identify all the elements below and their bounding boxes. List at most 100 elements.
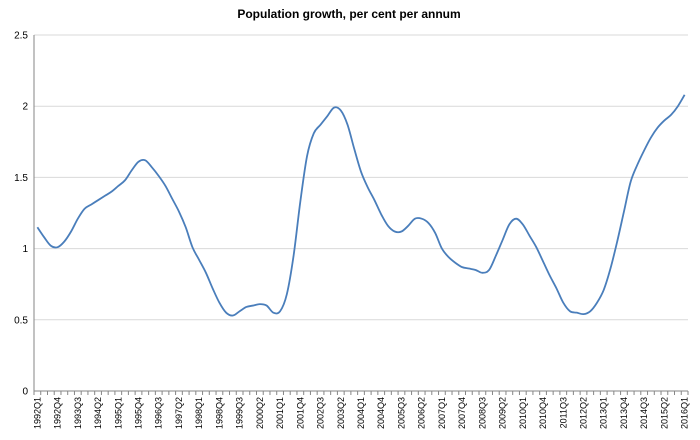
- x-tick-label: 1992Q1: [32, 397, 42, 429]
- x-tick-label: 1998Q1: [194, 397, 204, 429]
- data-point: [185, 226, 187, 228]
- gridlines: [34, 34, 688, 321]
- data-point: [522, 223, 524, 225]
- y-tick-label: 0: [22, 387, 28, 398]
- data-point: [468, 268, 470, 270]
- data-point: [171, 198, 173, 200]
- x-tick-label: 2013Q1: [599, 397, 609, 429]
- data-point: [475, 269, 477, 271]
- x-tick-label: 2013Q4: [619, 397, 629, 429]
- data-point: [205, 272, 207, 274]
- x-tick-label: 1993Q3: [73, 397, 83, 429]
- x-tick-label: 2005Q3: [396, 397, 406, 429]
- x-tick-label: 2011Q3: [558, 397, 568, 428]
- chart-title: Population growth, per cent per annum: [237, 7, 460, 21]
- data-point: [670, 114, 672, 116]
- data-point: [212, 287, 214, 289]
- data-point: [549, 275, 551, 277]
- data-point: [178, 211, 180, 213]
- data-point: [333, 107, 335, 109]
- data-point: [616, 240, 618, 242]
- data-point: [636, 164, 638, 166]
- x-tick-label: 2004Q4: [376, 397, 386, 429]
- data-point: [630, 181, 632, 183]
- data-point: [158, 175, 160, 177]
- data-point: [414, 218, 416, 220]
- data-point: [245, 306, 247, 308]
- x-tick-label: 1994Q2: [93, 397, 103, 429]
- x-tick-label: 2015Q2: [659, 397, 669, 429]
- x-tick-label: 2003Q2: [336, 397, 346, 429]
- y-tick-label: 1: [22, 244, 28, 255]
- y-tick-label: 1.5: [14, 173, 28, 184]
- x-tick-label: 1998Q4: [214, 397, 224, 429]
- data-point: [380, 213, 382, 215]
- data-point: [218, 302, 220, 304]
- data-point: [77, 218, 79, 220]
- data-point: [454, 262, 456, 264]
- data-point: [609, 268, 611, 270]
- data-point: [488, 269, 490, 271]
- y-tick-labels: 0 0.5 1 1.5 2 2.5: [14, 31, 28, 398]
- data-point: [326, 115, 328, 117]
- data-point: [582, 313, 584, 315]
- y-tick-label: 0.5: [14, 315, 28, 326]
- data-point: [124, 179, 126, 181]
- data-point: [535, 246, 537, 248]
- data-point: [576, 312, 578, 314]
- data-point: [421, 218, 423, 220]
- data-point: [448, 256, 450, 258]
- data-point: [596, 302, 598, 304]
- data-point: [434, 232, 436, 234]
- data-point: [515, 218, 517, 220]
- data-point: [198, 259, 200, 261]
- data-point: [191, 246, 193, 248]
- data-point: [144, 159, 146, 161]
- data-point: [502, 239, 504, 241]
- data-point: [111, 191, 113, 193]
- data-point: [657, 127, 659, 129]
- x-tick-label: 2001Q1: [275, 397, 285, 429]
- x-tick-label: 1995Q4: [134, 397, 144, 429]
- data-point: [43, 236, 45, 238]
- x-tick-label: 2010Q1: [518, 397, 528, 429]
- data-point: [259, 303, 261, 305]
- data-point: [131, 169, 133, 171]
- data-point: [367, 186, 369, 188]
- data-point: [57, 246, 59, 248]
- data-point: [36, 226, 38, 228]
- data-point: [481, 272, 483, 274]
- data-point: [603, 289, 605, 291]
- data-point: [232, 315, 234, 317]
- x-tick-label: 2004Q1: [356, 397, 366, 429]
- data-point: [427, 222, 429, 224]
- data-point: [239, 310, 241, 312]
- data-point: [650, 137, 652, 139]
- data-point: [279, 310, 281, 312]
- x-tick-label: 1997Q2: [174, 397, 184, 429]
- data-point: [589, 310, 591, 312]
- x-tick-label: 2012Q2: [578, 397, 588, 429]
- data-point: [360, 171, 362, 173]
- x-tick-label: 2006Q2: [417, 397, 427, 429]
- x-tick-label: 2001Q4: [295, 397, 305, 429]
- data-point: [495, 255, 497, 257]
- data-point: [97, 199, 99, 201]
- data-point: [138, 161, 140, 163]
- x-tick-label: 2009Q2: [498, 397, 508, 429]
- x-tick-label: 2007Q4: [457, 397, 467, 429]
- series-layer: [36, 94, 686, 317]
- data-point: [461, 266, 463, 268]
- data-point: [50, 245, 52, 247]
- data-point: [293, 255, 295, 257]
- axes: [33, 35, 689, 395]
- data-point: [353, 148, 355, 150]
- data-point: [320, 124, 322, 126]
- data-point: [562, 302, 564, 304]
- data-point: [508, 223, 510, 225]
- data-point: [569, 310, 571, 312]
- data-point: [151, 166, 153, 168]
- data-point: [225, 312, 227, 314]
